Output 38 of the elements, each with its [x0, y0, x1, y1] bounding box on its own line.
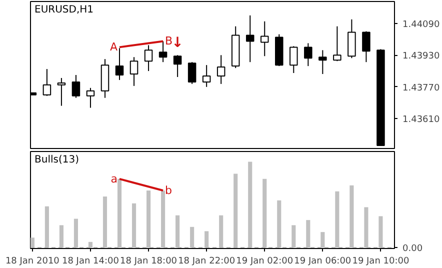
candlestick: [86, 87, 95, 108]
x-tick-label: 18 Jan 14:00: [62, 256, 120, 266]
y-tick-label: 1.43770: [402, 83, 440, 94]
candlestick: [57, 77, 66, 106]
annotation: ↓: [172, 35, 184, 52]
candlestick: [42, 68, 52, 96]
candlestick: [72, 74, 80, 98]
candlestick: [173, 54, 182, 78]
candlestick: [158, 40, 168, 63]
x-tick-label: 18 Jan 22:00: [178, 256, 236, 266]
x-tick-label: 19 Jan 02:00: [236, 256, 294, 266]
annotation: a: [110, 172, 118, 186]
annotation: b: [165, 184, 172, 197]
y-tick-label: 1.44090: [402, 20, 440, 30]
y-tick-label: 1.43930: [402, 52, 440, 62]
x-tick-label: 18 Jan 18:00: [120, 256, 178, 266]
candlestick: [260, 20, 269, 57]
candlestick: [290, 46, 298, 74]
candlestick: [144, 44, 153, 72]
x-tick-label: 19 Jan 06:00: [294, 256, 352, 266]
chart-title: EURUSD,H1: [34, 4, 94, 16]
x-tick-label: 18 Jan 2010: [5, 256, 60, 266]
candlestick: [362, 30, 370, 63]
candlestick: [318, 50, 327, 75]
ref-line-label: 0.00: [402, 244, 423, 254]
y-tick-label: 1.43610: [402, 115, 440, 126]
annotation: A: [110, 40, 118, 54]
candlestick: [348, 18, 356, 59]
candlestick: [333, 26, 342, 62]
candlestick: [130, 56, 138, 86]
annotation: B: [165, 34, 173, 48]
chart-title: Bulls(13): [34, 154, 80, 166]
candlestick: [304, 42, 312, 67]
candlestick: [246, 14, 254, 63]
candlestick: [202, 64, 211, 88]
x-tick-label: 19 Jan 10:00: [352, 256, 410, 266]
candlestick: [216, 54, 226, 84]
candlestick: [188, 62, 196, 84]
